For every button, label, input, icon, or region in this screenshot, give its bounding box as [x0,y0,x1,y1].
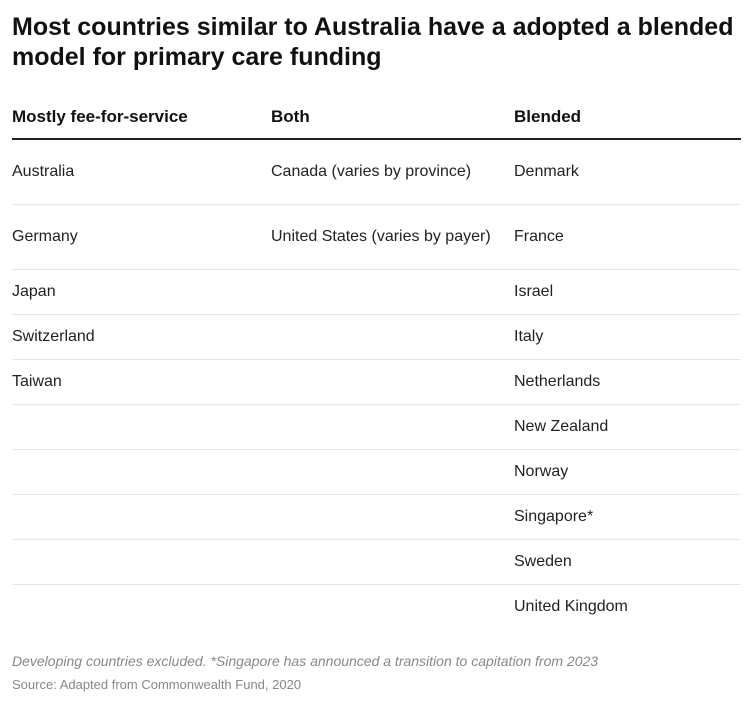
table-row: Switzerland Italy [12,314,741,360]
table-cell: New Zealand [514,404,741,450]
table-cell: United Kingdom [514,585,741,630]
table-cell [271,539,514,585]
cell-text: Switzerland [12,328,95,345]
table-cell [271,314,514,360]
cell-text: Taiwan [12,373,62,390]
funding-model-table: Mostly fee-for-service Both Blended Aust… [12,95,741,629]
cell-text: Sweden [514,553,572,570]
table-row: Taiwan Netherlands [12,359,741,405]
cell-text: Japan [12,283,56,300]
table-row: Japan Israel [12,269,741,315]
cell-text: Australia [12,163,75,180]
cell-text: Italy [514,328,544,345]
table-row: Australia Canada (varies by province) De… [12,139,741,205]
table-cell: Sweden [514,539,741,585]
cell-text: Israel [514,283,554,300]
table-row: New Zealand [12,404,741,450]
column-header-blended: Blended [514,95,741,140]
table-cell [12,404,271,450]
table-row: Germany United States (varies by payer) … [12,204,741,270]
table-cell [271,449,514,495]
table-row: Sweden [12,539,741,585]
table-cell [271,359,514,405]
cell-text: Netherlands [514,373,601,390]
column-header-both: Both [271,95,514,140]
cell-text: Norway [514,463,569,480]
source-note: Source: Adapted from Commonwealth Fund, … [12,677,302,692]
table-cell [271,404,514,450]
cell-text: Germany [12,228,78,245]
cell-text: United Kingdom [514,598,628,615]
table-cell [12,494,271,540]
table-cell: Israel [514,269,741,315]
table-row: United Kingdom [12,585,741,630]
table-cell: Canada (varies by province) [271,139,514,205]
cell-text: United States (varies by payer) [271,228,491,245]
table-cell: Germany [12,204,271,270]
table-cell: Netherlands [514,359,741,405]
cell-text: Denmark [514,163,579,180]
table-cell [271,494,514,540]
cell-text: France [514,228,564,245]
table-cell [12,585,271,630]
table-cell: Singapore* [514,494,741,540]
table-cell [12,449,271,495]
table-cell: France [514,204,741,270]
table-cell: Japan [12,269,271,315]
table-cell: Denmark [514,139,741,205]
cell-text: New Zealand [514,418,609,435]
table-cell: United States (varies by payer) [271,204,514,270]
table-cell: Norway [514,449,741,495]
table-cell [12,539,271,585]
table-row: Norway [12,449,741,495]
table-cell: Switzerland [12,314,271,360]
table-row: Singapore* [12,494,741,540]
table-cell: Italy [514,314,741,360]
column-header-fee-for-service: Mostly fee-for-service [12,95,271,140]
table-cell [271,585,514,630]
page-title: Most countries similar to Australia have… [12,13,734,71]
table-header-row: Mostly fee-for-service Both Blended [12,95,741,140]
footnote: Developing countries excluded. *Singapor… [12,653,599,669]
table-cell [271,269,514,315]
cell-text: Singapore* [514,508,594,525]
cell-text: Canada (varies by province) [271,163,472,180]
table-cell: Taiwan [12,359,271,405]
table-cell: Australia [12,139,271,205]
